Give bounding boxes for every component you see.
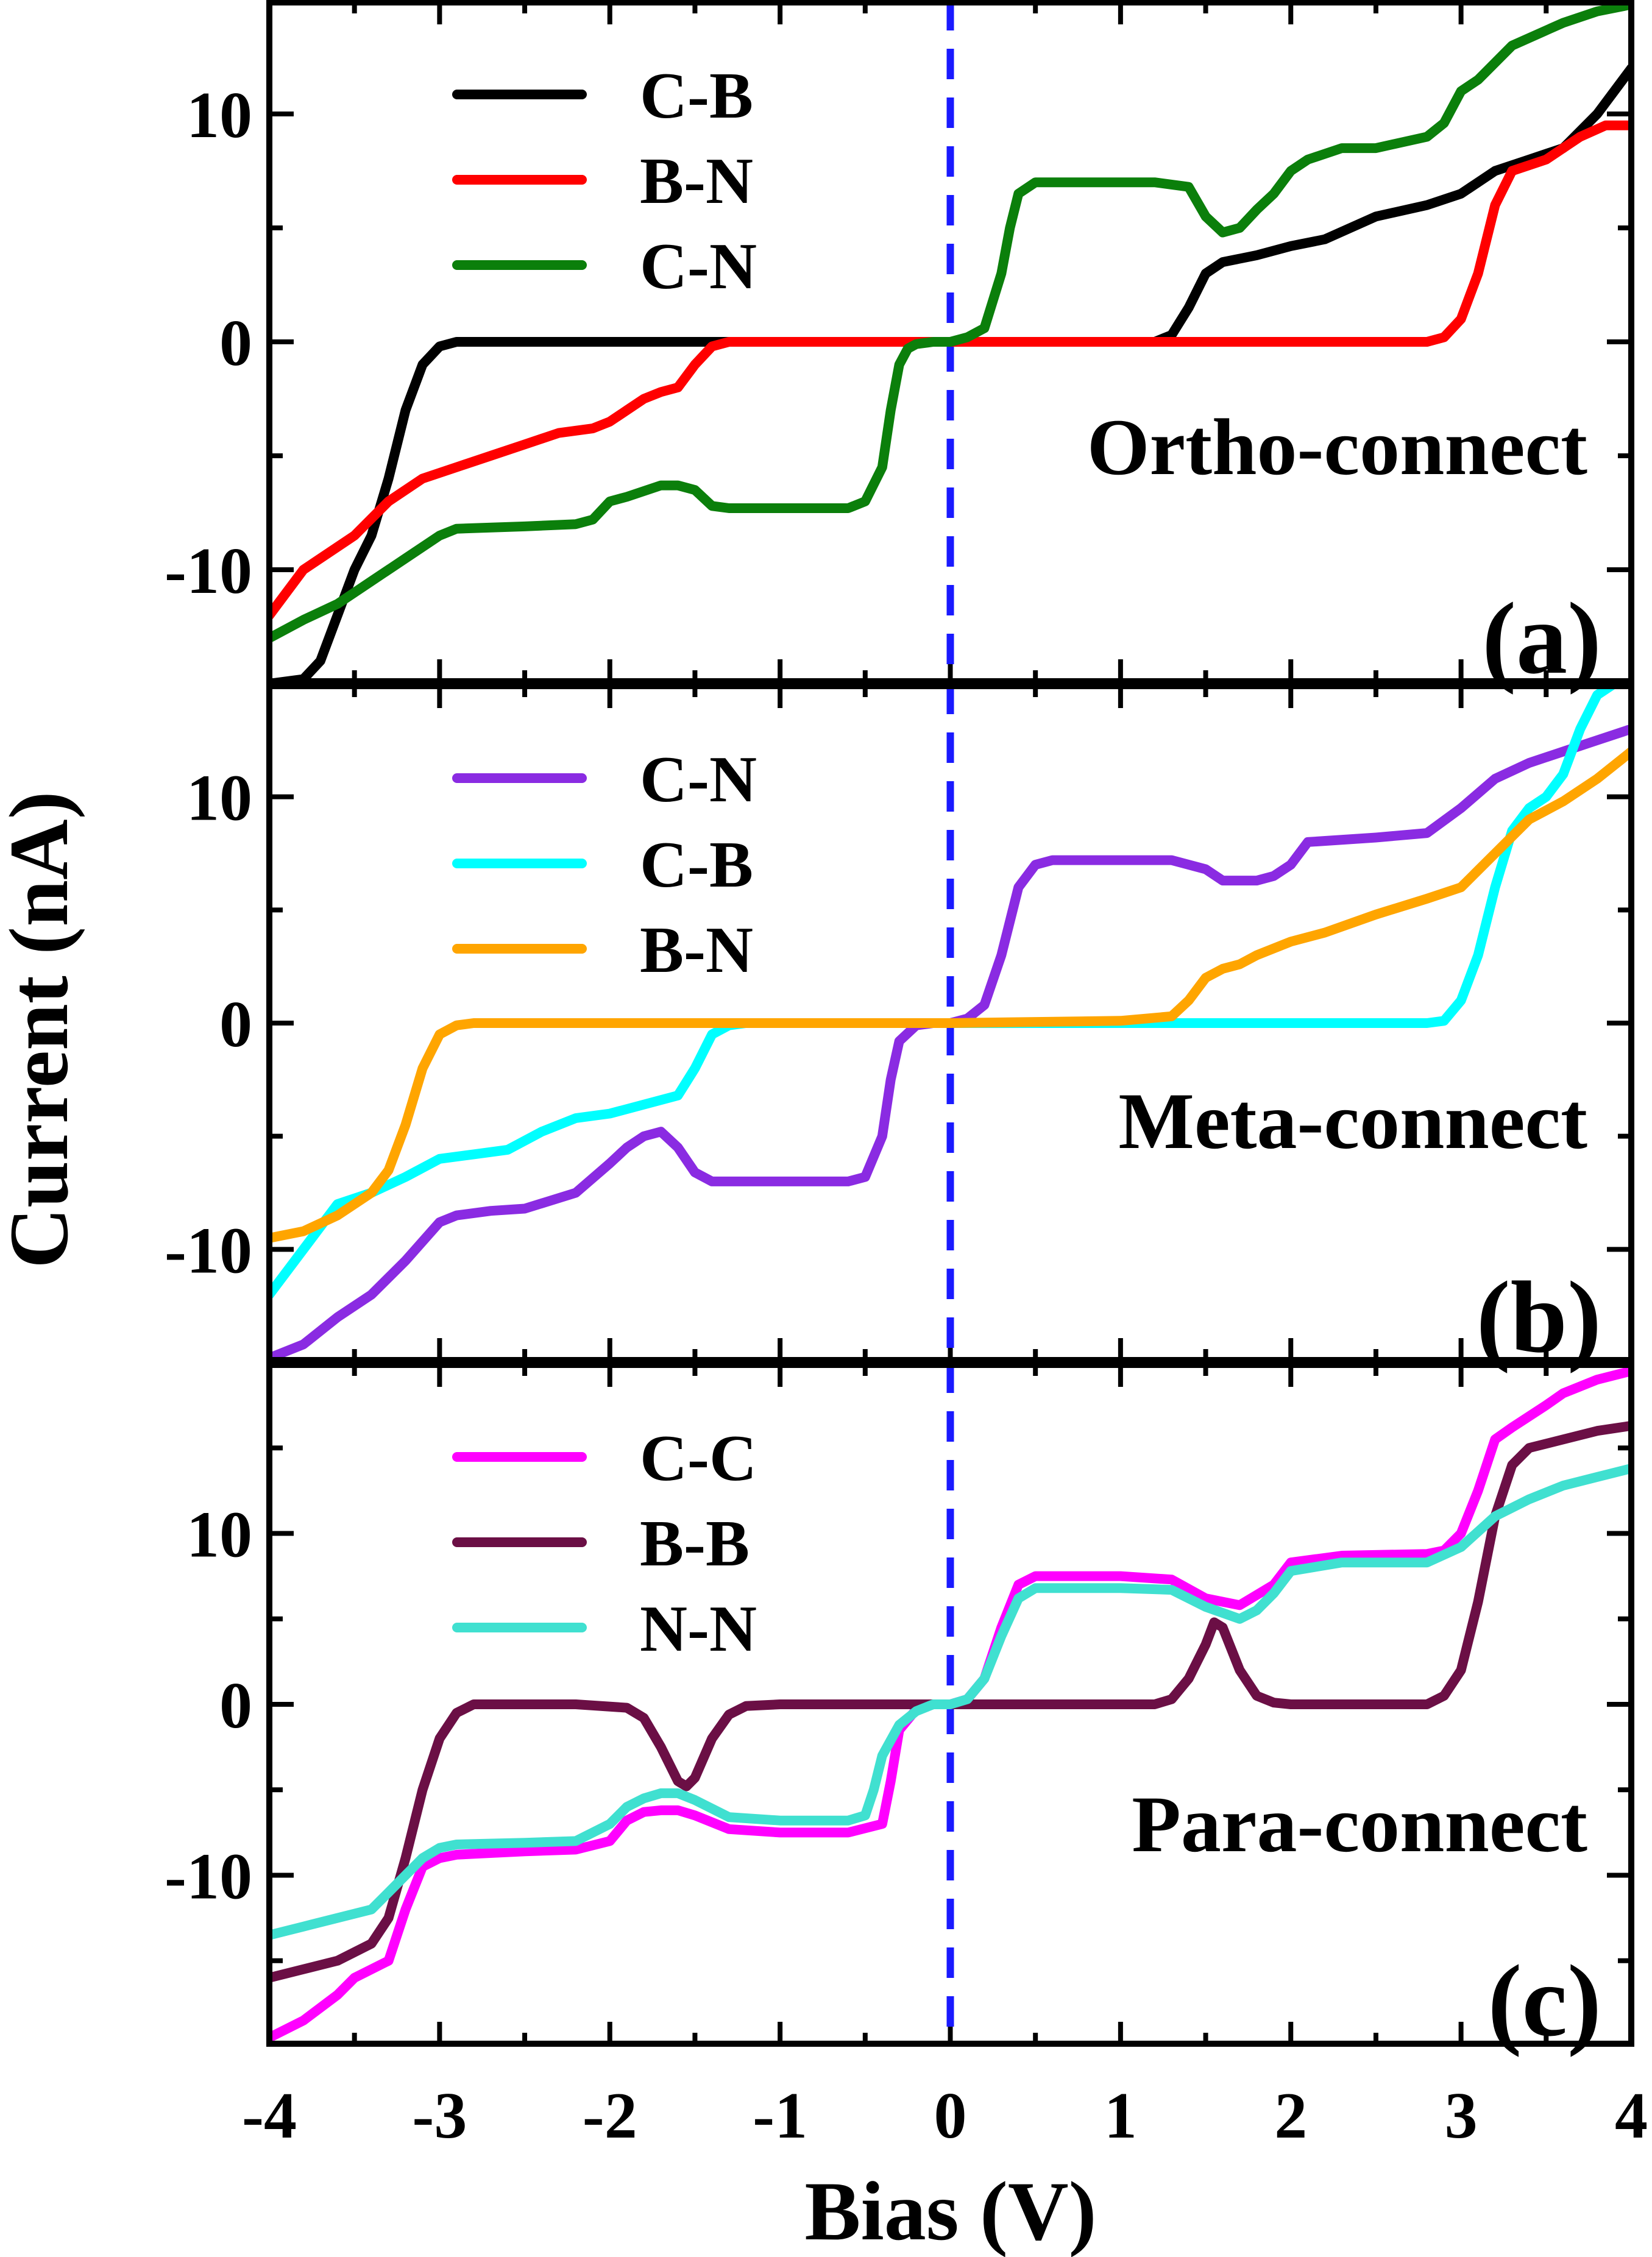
y-tick-label: -10 xyxy=(165,535,252,608)
y-tick-label: -10 xyxy=(165,1841,252,1913)
series-line-b-n xyxy=(269,120,1631,620)
y-tick-label: 10 xyxy=(186,79,252,152)
connect-annotation: Meta-connect xyxy=(1118,1076,1587,1166)
x-tick-label: 0 xyxy=(934,2080,967,2152)
legend: C-N C-B B-N xyxy=(452,743,757,987)
x-tick-label: -2 xyxy=(583,2080,637,2152)
panel-tag: (c) xyxy=(1488,1944,1601,2058)
y-axis-label: Current (nA) xyxy=(0,791,85,1268)
panel-tag: (b) xyxy=(1477,1261,1601,1374)
connect-annotation: Ortho-connect xyxy=(1087,402,1587,492)
legend-label: N-N xyxy=(640,1593,757,1665)
x-axis-label: Bias (V) xyxy=(804,2164,1096,2257)
x-tick-label: -3 xyxy=(412,2080,467,2152)
panel-frame xyxy=(266,683,1634,1363)
legend-label: C-B xyxy=(640,829,753,901)
legend-label: B-B xyxy=(640,1508,750,1580)
x-tick-label: 1 xyxy=(1104,2080,1137,2152)
x-tick-label: 2 xyxy=(1274,2080,1307,2152)
y-tick-label: 10 xyxy=(186,762,252,835)
series-line-b-n xyxy=(269,746,1631,1243)
connect-annotation: Para-connect xyxy=(1132,1779,1587,1869)
legend-label: C-N xyxy=(640,230,757,303)
legend-label: C-N xyxy=(640,743,757,816)
y-tick-label: 10 xyxy=(186,1499,252,1571)
series-group xyxy=(269,1366,1631,2043)
panel-1: -10 0 10 C-B B-N C-N Ortho-connect (a) xyxy=(165,0,1634,695)
x-tick-label: 3 xyxy=(1445,2080,1478,2152)
legend-label: B-N xyxy=(640,145,753,218)
series-group xyxy=(269,684,1631,1362)
legend-label: C-B xyxy=(640,60,753,132)
series-line-n-n xyxy=(269,1463,1631,1940)
x-tick-label: -1 xyxy=(753,2080,807,2152)
legend: C-C B-B N-N xyxy=(452,1422,757,1665)
panel-frame xyxy=(266,0,1634,684)
x-tick-label: -4 xyxy=(242,2080,297,2152)
panel-tag: (a) xyxy=(1482,582,1601,695)
y-tick-label: -10 xyxy=(165,1214,252,1287)
series-line-c-n xyxy=(269,0,1631,643)
y-tick-label: 0 xyxy=(219,307,252,380)
legend-label: B-N xyxy=(640,914,753,987)
x-tick-label: 4 xyxy=(1615,2080,1648,2152)
y-tick-label: 0 xyxy=(219,988,252,1061)
legend: C-B B-N C-N xyxy=(452,60,757,303)
panel-2: -10 0 10 C-N C-B B-N Meta-connect (b) xyxy=(165,683,1634,1374)
y-tick-label: 0 xyxy=(219,1670,252,1742)
series-group xyxy=(269,0,1631,684)
panel-frame xyxy=(266,1362,1634,2047)
legend-label: C-C xyxy=(640,1422,757,1495)
